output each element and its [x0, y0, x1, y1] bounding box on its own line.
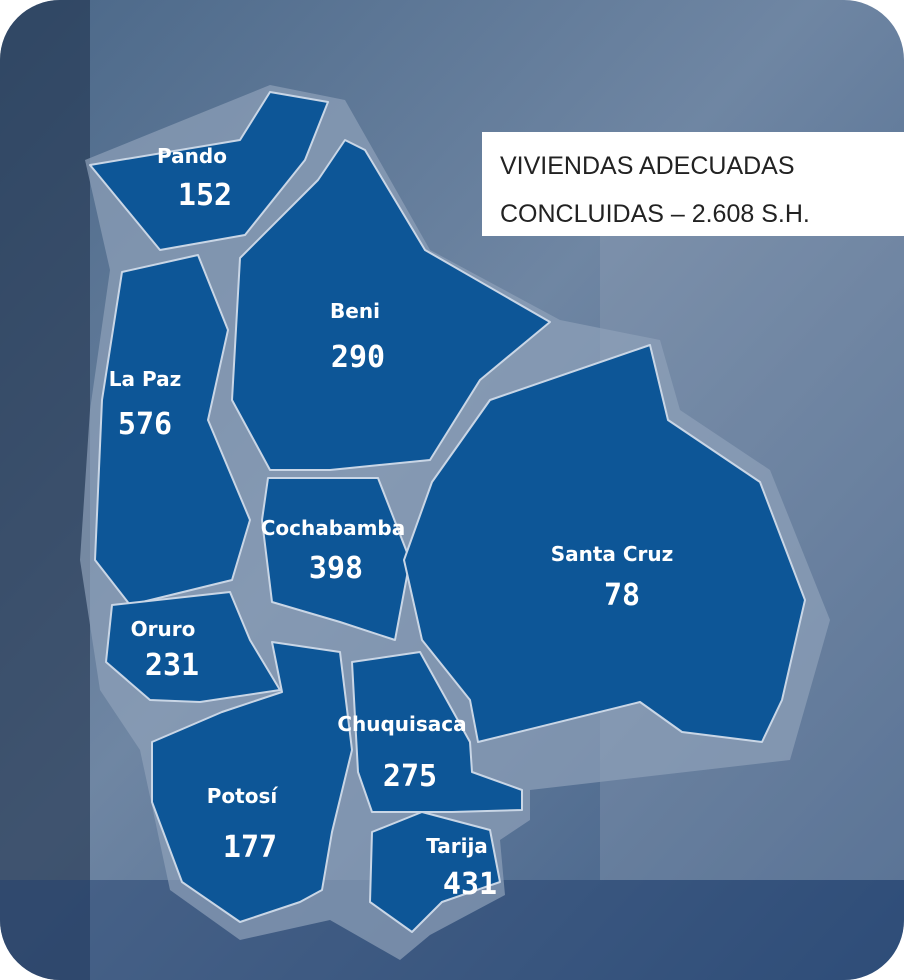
title-line: VIVIENDAS ADECUADAS: [500, 152, 795, 180]
department-value: 231: [145, 648, 199, 683]
department-value: 576: [118, 407, 172, 442]
department-value: 275: [383, 759, 437, 794]
department-value: 78: [604, 578, 640, 613]
department-value: 152: [178, 178, 232, 213]
department-name: Tarija: [426, 834, 488, 858]
department-name: Pando: [157, 144, 227, 168]
department-value: 177: [223, 830, 277, 865]
department-name: Chuquisaca: [337, 712, 466, 736]
department-name: Beni: [330, 299, 380, 323]
department-name: La Paz: [109, 367, 181, 391]
department-name: Potosí: [207, 784, 279, 808]
department-name: Cochabamba: [261, 516, 405, 540]
title-line: CONCLUIDAS – 2.608 S.H.: [500, 200, 810, 228]
department-name: Santa Cruz: [551, 542, 674, 566]
department-value: 398: [309, 551, 363, 586]
department-name: Oruro: [131, 617, 196, 641]
map-page: VIVIENDAS ADECUADAS CONCLUIDAS – 2.608 S…: [0, 0, 904, 980]
department-value: 290: [331, 340, 385, 375]
department-value: 431: [443, 867, 497, 902]
title-box: VIVIENDAS ADECUADAS CONCLUIDAS – 2.608 S…: [482, 132, 904, 236]
